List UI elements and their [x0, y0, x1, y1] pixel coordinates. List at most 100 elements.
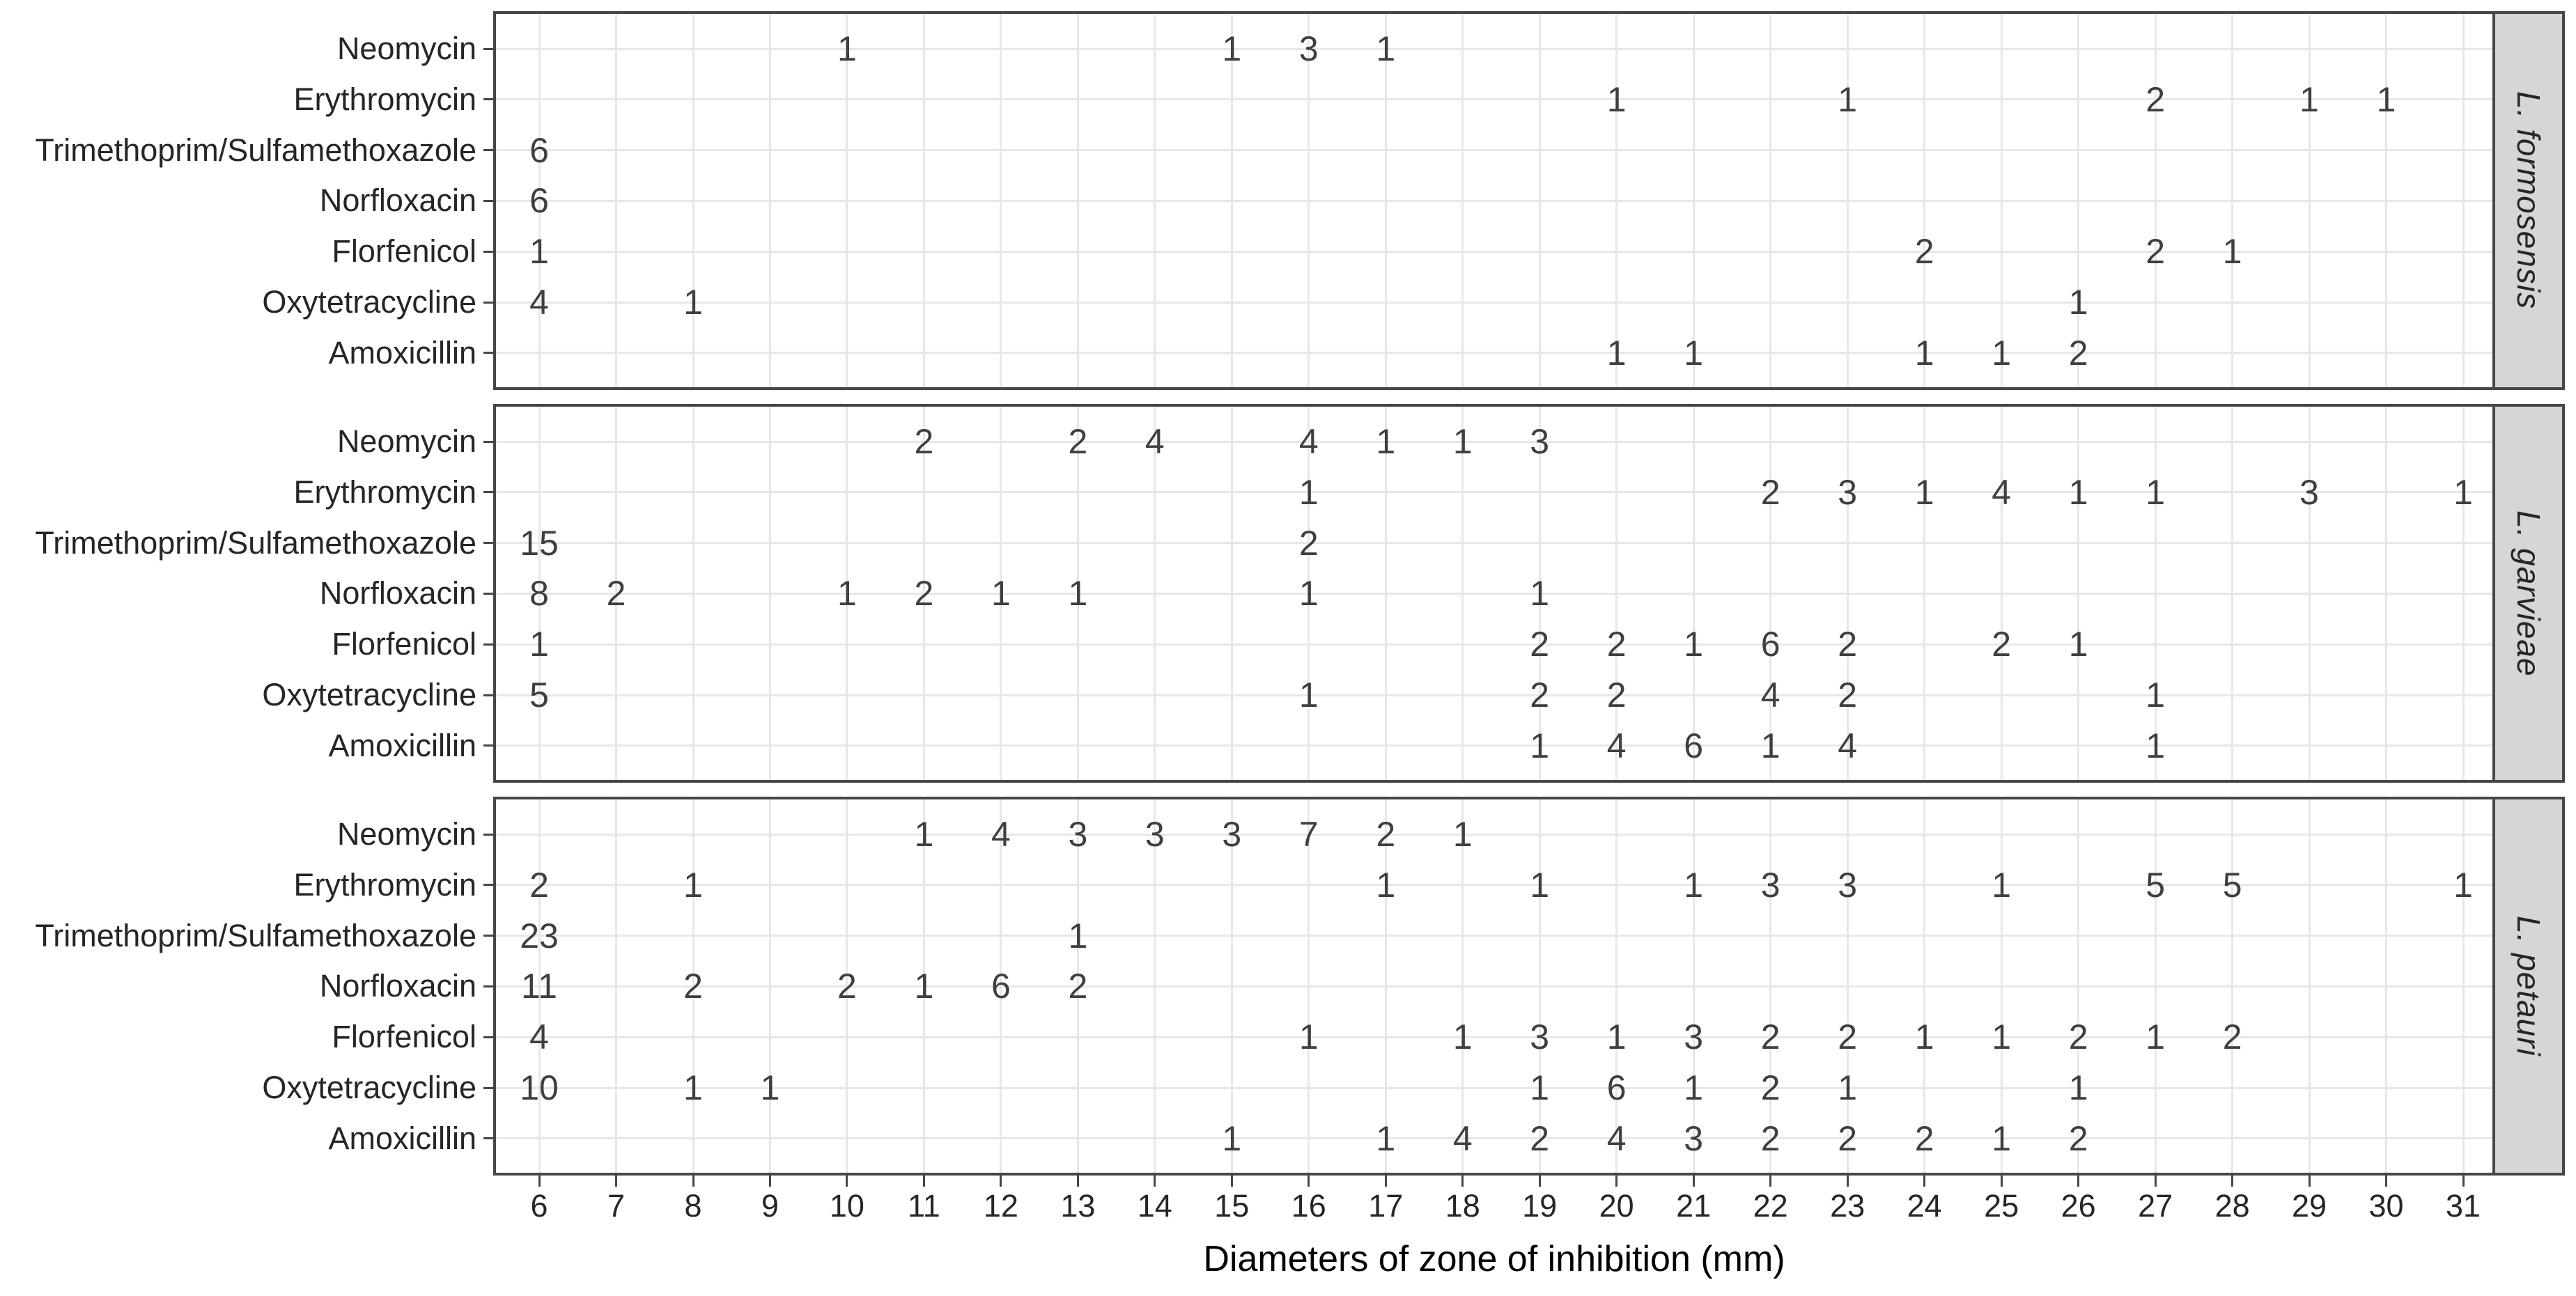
y-axis-label: Trimethoprim/Sulfamethoxazole: [35, 524, 476, 561]
x-axis-tick: [2231, 1176, 2234, 1187]
count-label: 2: [529, 865, 549, 905]
y-axis-label: Neomycin: [336, 423, 476, 459]
count-label: 1: [1530, 726, 1550, 765]
gridline-h: [496, 301, 2492, 304]
count-label: 1: [2376, 79, 2396, 119]
count-label: 1: [760, 1068, 780, 1107]
y-axis-label: Trimethoprim/Sulfamethoxazole: [35, 132, 476, 168]
y-axis-label: Erythromycin: [293, 81, 476, 117]
count-label: 1: [683, 865, 703, 905]
count-label: 1: [1376, 29, 1396, 68]
x-axis-tick-label: 25: [1984, 1188, 2019, 1224]
y-axis-label: Amoxicillin: [328, 334, 476, 370]
count-label: 2: [1838, 625, 1858, 664]
x-axis-tick-label: 18: [1445, 1188, 1480, 1224]
x-axis-tick-label: 12: [983, 1188, 1018, 1224]
x-axis-tick-label: 26: [2061, 1188, 2096, 1224]
x-axis-tick-label: 28: [2214, 1188, 2250, 1224]
count-label: 1: [2146, 726, 2165, 765]
y-axis-label: Trimethoprim/Sulfamethoxazole: [35, 917, 476, 953]
gridline-h: [496, 440, 2492, 443]
count-label: 4: [529, 283, 549, 322]
count-label: 1: [1760, 726, 1780, 765]
y-axis-tick: [483, 1137, 496, 1140]
gridline-h: [496, 643, 2492, 646]
y-axis-tick: [483, 199, 496, 202]
x-axis-tick-label: 13: [1060, 1188, 1096, 1224]
x-axis-tick-label: 23: [1830, 1188, 1865, 1224]
x-axis-tick-label: 15: [1214, 1188, 1250, 1224]
count-label: 23: [520, 916, 559, 955]
facet-strip: L. garvieae: [2492, 404, 2565, 783]
count-label: 1: [529, 625, 549, 664]
count-label: 2: [914, 422, 934, 461]
gridline-h: [496, 352, 2492, 354]
count-label: 1: [1838, 1068, 1858, 1107]
count-label: 3: [1068, 815, 1088, 854]
count-label: 4: [1992, 472, 2011, 512]
x-axis-tick-label: 22: [1753, 1188, 1788, 1224]
gridline-h: [496, 833, 2492, 836]
count-label: 2: [683, 967, 703, 1006]
count-label: 1: [2068, 472, 2088, 512]
count-label: 5: [529, 676, 549, 715]
gridline-h: [496, 491, 2492, 494]
count-label: 11: [521, 967, 557, 1006]
count-label: 2: [1760, 1068, 1780, 1107]
count-label: 2: [837, 967, 857, 1006]
count-label: 2: [1838, 1118, 1858, 1158]
count-label: 2: [1838, 676, 1858, 715]
count-label: 2: [2146, 79, 2165, 119]
count-label: 6: [1606, 1068, 1627, 1107]
gridline-h: [496, 1036, 2492, 1038]
count-label: 1: [1530, 574, 1550, 614]
x-axis-tick-label: 8: [684, 1188, 702, 1224]
x-axis-tick-label: 6: [530, 1188, 548, 1224]
y-axis-tick: [483, 592, 496, 595]
count-label: 1: [2299, 79, 2319, 119]
count-label: 2: [1760, 1118, 1780, 1158]
count-label: 1: [2068, 283, 2088, 322]
count-label: 5: [2146, 865, 2165, 905]
count-label: 3: [1838, 865, 1858, 905]
count-label: 1: [1606, 79, 1627, 119]
count-label: 1: [683, 1068, 703, 1107]
y-axis-tick: [483, 301, 496, 304]
x-axis-tick: [768, 1176, 771, 1187]
y-axis-tick: [483, 744, 496, 747]
x-axis-tick: [2385, 1176, 2387, 1187]
count-label: 4: [1145, 422, 1165, 461]
count-label: 2: [1992, 625, 2011, 664]
count-label: 3: [2299, 472, 2319, 512]
y-axis-tick: [483, 985, 496, 987]
count-label: 1: [1684, 1068, 1704, 1107]
count-label: 10: [520, 1068, 559, 1107]
count-label: 3: [1530, 422, 1550, 461]
x-axis-tick: [2154, 1176, 2157, 1187]
count-label: 2: [2222, 1017, 2242, 1057]
count-label: 1: [991, 574, 1011, 614]
gridline-h: [496, 694, 2492, 696]
x-axis-tick-label: 7: [607, 1188, 626, 1224]
y-axis-label: Florfenicol: [332, 233, 476, 270]
x-axis-tick: [2077, 1176, 2080, 1187]
y-axis-tick: [483, 149, 496, 152]
count-label: 1: [1838, 79, 1858, 119]
count-label: 1: [2146, 676, 2165, 715]
count-label: 1: [1376, 865, 1396, 905]
count-label: 1: [1992, 1017, 2011, 1057]
y-axis-tick: [483, 352, 496, 354]
count-label: 1: [1298, 1017, 1319, 1057]
count-label: 6: [529, 130, 549, 170]
y-axis-tick: [483, 542, 496, 545]
count-label: 1: [1684, 333, 1704, 373]
count-label: 4: [529, 1017, 549, 1057]
facet-strip-label: L. formosensis: [2511, 91, 2547, 310]
count-label: 6: [1760, 625, 1780, 664]
count-label: 3: [1145, 815, 1165, 854]
count-label: 2: [1760, 472, 1780, 512]
gridline-h: [496, 1137, 2492, 1140]
count-label: 4: [1606, 1118, 1627, 1158]
count-label: 3: [1760, 865, 1780, 905]
count-label: 1: [2222, 232, 2242, 272]
